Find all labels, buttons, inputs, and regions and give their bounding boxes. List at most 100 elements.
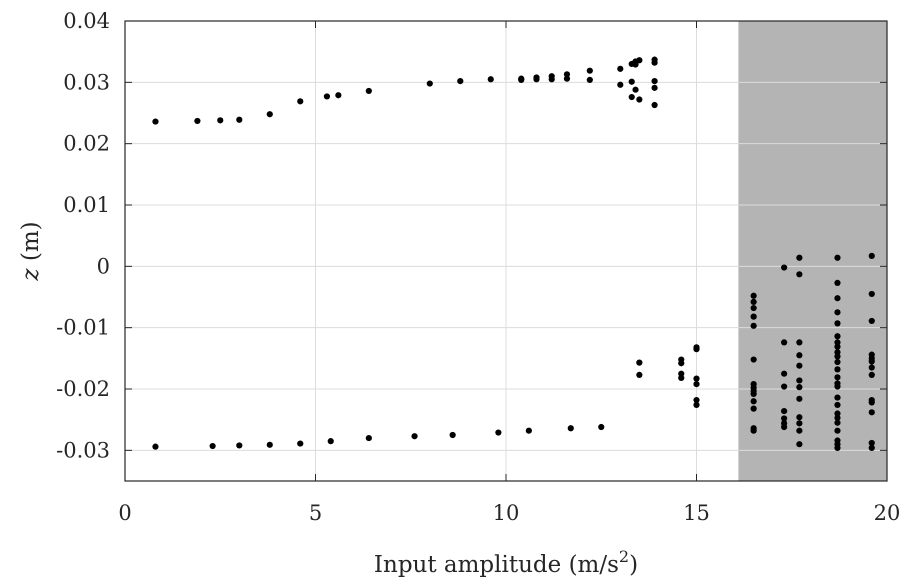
data-points [152,56,875,451]
data-point [236,116,243,123]
data-point [796,377,803,384]
data-point [834,374,841,381]
axis-ticks [124,20,888,481]
data-point [335,92,342,99]
data-point [693,401,700,409]
x-tick-label: 10 [493,501,520,525]
data-point [636,57,643,64]
data-point [834,401,841,409]
data-point [796,271,803,278]
data-point [651,59,658,66]
data-point [781,370,788,377]
data-point [834,339,841,346]
data-point [518,76,525,83]
data-point [209,442,216,450]
data-point [868,364,875,371]
data-point [834,349,841,356]
y-tick-label: 0.04 [63,9,110,33]
data-point [834,254,841,261]
y-tick-label: -0.01 [56,316,110,340]
data-point [217,117,224,124]
data-point [781,264,788,271]
data-point [750,322,757,329]
data-point [868,317,875,325]
data-point [796,414,803,421]
data-point [796,427,803,434]
data-point [750,405,757,412]
data-point [548,76,555,83]
y-tick-label: 0.03 [63,70,110,94]
data-point [617,65,624,72]
data-point [868,290,875,298]
data-point [236,442,243,449]
data-point [426,80,433,87]
data-point [449,431,456,439]
data-point [796,420,803,427]
data-point [834,358,841,366]
data-point [636,371,643,378]
data-point [750,356,757,363]
data-point [617,81,624,88]
data-point [563,75,571,82]
data-point [525,427,532,434]
data-point [693,346,700,353]
data-point [297,98,304,105]
data-point [796,384,803,391]
data-point [632,61,639,68]
y-tick-labels: 0.04 0.03 0.02 0.01 0 -0.01 -0.02 -0.03 [56,9,110,462]
data-point [868,444,875,451]
data-point [834,414,841,421]
y-tick-label: -0.03 [56,438,110,462]
data-point [678,360,685,367]
data-point [297,440,304,447]
data-point [796,254,803,261]
x-axis-label: Input amplitude (m/s2) [374,547,638,578]
data-point [834,383,841,390]
data-point [834,410,841,417]
data-point [152,443,159,450]
shaded-region [738,21,887,481]
data-point [834,366,841,373]
data-point [834,279,841,286]
data-point [750,292,757,299]
data-point [563,71,571,78]
y-tick-label: -0.02 [56,377,110,401]
data-point [868,252,875,260]
data-point [636,359,643,366]
data-point [796,362,803,369]
data-point [750,313,757,320]
data-point [868,371,875,378]
data-point [266,111,273,118]
data-point [834,427,841,434]
data-point [868,409,875,416]
data-point [678,370,685,377]
x-tick-label: 15 [683,501,710,525]
data-point [781,407,788,415]
x-tick-label: 0 [118,501,131,525]
data-point [781,415,788,422]
y-tick-label: 0.02 [63,132,110,156]
data-point [365,434,372,442]
data-point [632,86,639,93]
data-point [868,358,875,365]
data-point [194,117,201,125]
data-point [693,375,700,382]
data-point [323,93,331,100]
data-point [834,295,841,302]
y-axis-label: z (m) [18,221,44,281]
x-tick-label: 5 [309,501,322,525]
data-point [495,429,502,436]
data-point [796,352,803,359]
data-point [598,423,605,431]
grid-lines [125,20,887,481]
data-point [457,78,464,85]
data-point [796,441,803,448]
data-point [750,298,757,306]
data-point [693,380,700,388]
data-point [533,76,540,83]
data-point [834,343,841,350]
data-point [834,333,841,340]
data-point [834,353,841,360]
data-point [796,339,803,346]
data-point [628,93,635,101]
